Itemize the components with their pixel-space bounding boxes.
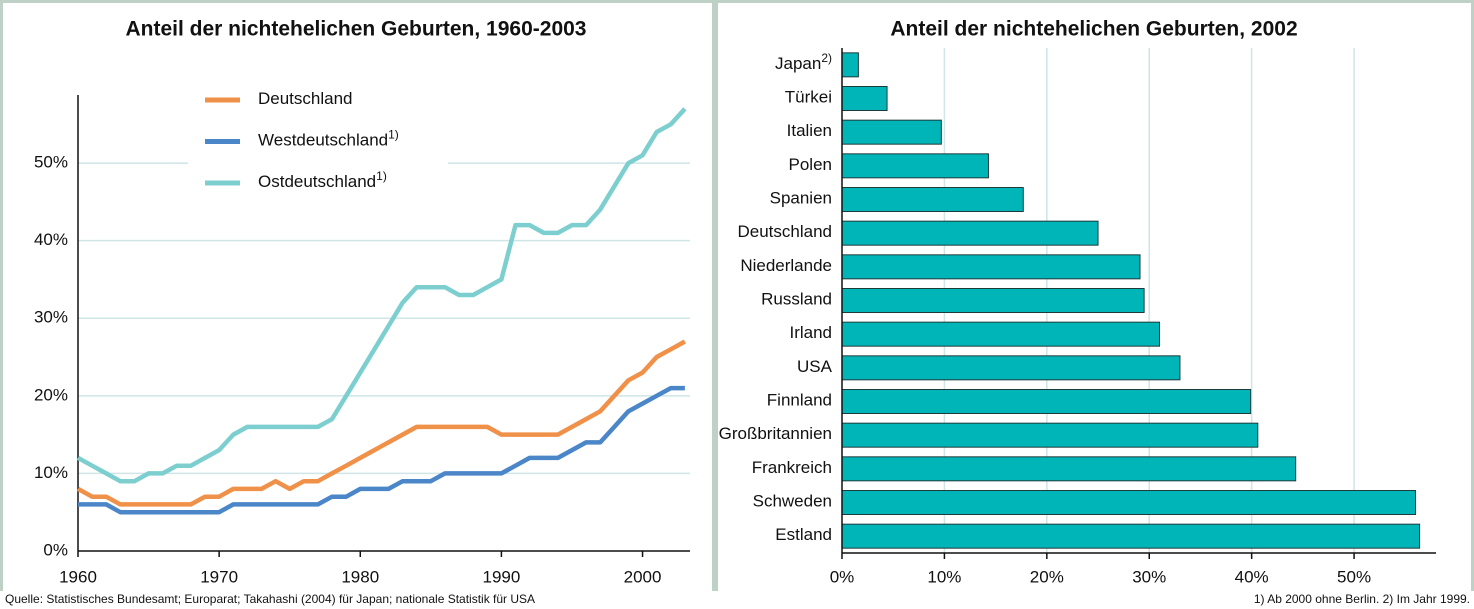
bar [841, 456, 1297, 482]
y-tick-label-text: Schweden [753, 492, 832, 511]
superscript: 1) [376, 169, 387, 183]
bar [841, 187, 1024, 212]
legend-label-text: Deutschland [258, 89, 353, 108]
footer-bg [0, 591, 1474, 609]
y-tick-label: 30% [34, 308, 68, 327]
y-tick-label: Russland [761, 290, 832, 309]
y-tick-label-text: USA [797, 357, 833, 376]
line-series [76, 339, 686, 507]
source: Quelle: Statistisches Bundesamt; Europar… [5, 592, 535, 606]
legend-label: Deutschland [258, 89, 353, 108]
y-tick-label-text: Türkei [785, 88, 832, 107]
y-tick-label-text: Frankreich [752, 458, 832, 477]
chart-title: Anteil der nichtehelichen Geburten, 2002 [890, 18, 1297, 41]
y-tick-label-text: Polen [789, 155, 832, 174]
legend-label: Ostdeutschland1) [258, 169, 387, 191]
y-tick-label-text: Italien [787, 122, 832, 141]
y-tick-label: USA [797, 357, 833, 376]
x-tick-label: 40% [1235, 567, 1269, 586]
bar [841, 389, 1252, 414]
x-tick-label: 30% [1132, 567, 1166, 586]
bar [841, 355, 1181, 381]
bar [841, 523, 1421, 549]
y-tick-label-text: Japan [775, 54, 821, 73]
bar [841, 254, 1141, 280]
y-tick-label: Niederlande [740, 256, 832, 275]
bar [841, 153, 989, 179]
y-tick-label: Polen [789, 155, 832, 174]
y-tick-label: Japan2) [775, 51, 832, 73]
y-tick-label: Türkei [785, 88, 832, 107]
x-tick-label: 2000 [624, 567, 662, 586]
bar [841, 490, 1417, 515]
chart-title: Anteil der nichtehelichen Geburten, 1960… [126, 18, 587, 41]
y-tick-label: Finnland [767, 391, 832, 410]
footnote: 1) Ab 2000 ohne Berlin. 2) Im Jahr 1999. [1254, 592, 1470, 606]
legend-label-text: Westdeutschland [258, 131, 388, 150]
y-tick-label: Schweden [753, 492, 832, 511]
y-tick-label-text: Irland [789, 324, 832, 343]
y-tick-label: Deutschland [737, 223, 832, 242]
y-tick-label-text: Niederlande [740, 256, 832, 275]
y-tick-label-text: Russland [761, 290, 832, 309]
superscript: 2) [821, 51, 832, 65]
x-tick-label: 50% [1337, 567, 1371, 586]
y-tick-label: Großbritannien [719, 425, 832, 444]
y-tick-label: 50% [34, 153, 68, 172]
bar [841, 220, 1099, 246]
x-tick-label: 1970 [200, 567, 238, 586]
y-tick-label-text: Spanien [770, 189, 832, 208]
legend-label: Westdeutschland1) [258, 128, 399, 150]
legend-label-text: Ostdeutschland [258, 172, 376, 191]
y-tick-label-text: Estland [775, 526, 832, 545]
bar [841, 321, 1160, 347]
x-tick-label: 1960 [59, 567, 97, 586]
y-tick-label: 0% [43, 540, 68, 559]
y-tick-label-text: Deutschland [737, 223, 832, 242]
y-tick-label: Irland [789, 324, 832, 343]
x-tick-label: 1990 [482, 567, 520, 586]
y-tick-label-text: Großbritannien [719, 425, 832, 444]
line-series [76, 107, 687, 484]
y-tick-label: Spanien [770, 189, 832, 208]
y-tick-label: 10% [34, 463, 68, 482]
y-tick-label-text: Finnland [767, 391, 832, 410]
y-tick-label: Frankreich [752, 458, 832, 477]
x-tick-label: 1980 [341, 567, 379, 586]
bar [841, 288, 1145, 313]
x-tick-label: 0% [830, 567, 855, 586]
y-tick-label: Estland [775, 526, 832, 545]
bar [841, 52, 859, 78]
bar [841, 119, 942, 145]
line-series [78, 385, 685, 515]
y-tick-label: 20% [34, 385, 68, 404]
bar [841, 422, 1259, 448]
y-tick-label: Italien [787, 122, 832, 141]
x-tick-label: 10% [927, 567, 961, 586]
superscript: 1) [388, 128, 399, 142]
y-tick-label: 40% [34, 230, 68, 249]
x-tick-label: 20% [1030, 567, 1064, 586]
bar [841, 86, 888, 111]
